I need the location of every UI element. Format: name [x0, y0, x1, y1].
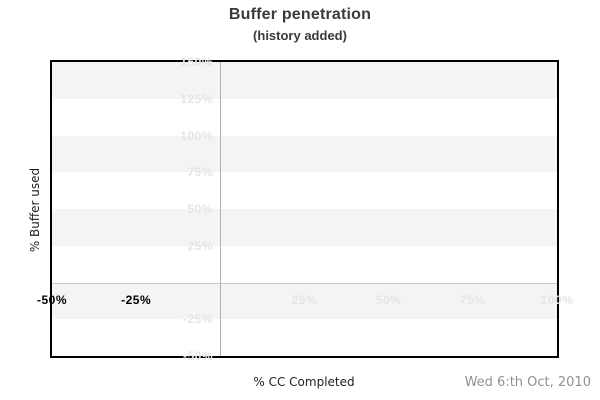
grid-band — [52, 209, 557, 246]
x-tick-label: -50% — [36, 293, 67, 307]
x-tick-label: 100% — [540, 293, 574, 307]
grid-band — [52, 319, 557, 356]
x-tick-label: -25% — [121, 293, 152, 307]
x-tick-label: 50% — [375, 293, 402, 307]
y-tick-label: -50% — [182, 349, 213, 363]
footer-date: Wed 6:th Oct, 2010 — [464, 375, 591, 390]
x-tick-label: 75% — [460, 293, 486, 307]
y-tick-label: 150% — [180, 55, 213, 69]
zero-y-gridline — [52, 282, 557, 284]
y-tick-label: 100% — [180, 128, 213, 143]
y-tick-label: -25% — [182, 312, 213, 327]
x-axis-label: % CC Completed — [253, 375, 355, 389]
y-tick-label: 50% — [187, 202, 213, 216]
x-tick-label: 25% — [291, 293, 318, 307]
grid-band — [52, 172, 557, 209]
grid-band — [52, 98, 557, 136]
grid-band — [52, 135, 557, 173]
y-tick-label: 25% — [187, 238, 213, 253]
y-tick-label: 125% — [180, 91, 213, 106]
grid-band — [52, 282, 557, 320]
zero-x-gridline — [220, 62, 222, 356]
y-tick-label: 75% — [187, 165, 213, 180]
plot-area: 150% 125% 100% 75% 50% 25% -25% -50% -50% -25% 25%… — [37, 55, 573, 363]
y-axis-label: % Buffer used — [28, 167, 42, 253]
chart-subtitle: (history added) — [253, 28, 347, 43]
grid-band — [52, 245, 557, 283]
grid-band — [52, 62, 557, 99]
chart-title: Buffer penetration — [228, 6, 372, 23]
